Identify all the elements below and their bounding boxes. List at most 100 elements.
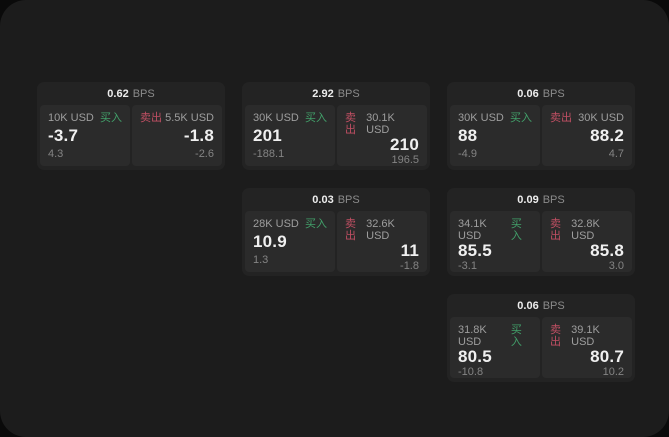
bps-unit-label: BPS (542, 193, 565, 206)
buy-panel-header: 30K USD 买入 (458, 112, 532, 124)
buy-panel[interactable]: 30K USD 买入 201 -188.1 (245, 105, 335, 166)
spread-header: 2.92 BPS (242, 82, 430, 105)
quote-panels: 31.8K USD 买入 80.5 -10.8 卖出 39.1K USD 80.… (450, 317, 632, 378)
sell-delta: 3.0 (608, 260, 624, 272)
buy-delta: 4.3 (48, 148, 64, 160)
buy-amount: 30K USD (253, 112, 299, 124)
spread-header: 0.06 BPS (447, 82, 635, 105)
buy-panel[interactable]: 34.1K USD 买入 85.5 -3.1 (450, 211, 540, 272)
sell-delta: 4.7 (608, 148, 624, 160)
quote-cards-grid: 0.62 BPS 10K USD 买入 -3.7 4.3 卖出 5.5K USD (37, 82, 635, 382)
buy-side-label: 买入 (305, 218, 327, 230)
buy-price: 88 (458, 126, 478, 145)
sell-panel[interactable]: 卖出 32.6K USD 11 -1.8 (337, 211, 427, 272)
sell-amount: 39.1K USD (571, 324, 600, 348)
buy-panel[interactable]: 10K USD 买入 -3.7 4.3 (40, 105, 130, 166)
spread-value: 2.92 (312, 87, 334, 100)
buy-panel-header: 10K USD 买入 (48, 112, 122, 124)
sell-amount: 30.1K USD (366, 112, 395, 136)
buy-panel-header: 30K USD 买入 (253, 112, 327, 124)
sell-delta: 10.2 (602, 366, 624, 378)
sell-amount: 5.5K USD (165, 112, 214, 124)
buy-side-label: 买入 (510, 324, 522, 348)
buy-side-label: 买入 (305, 112, 327, 124)
sell-amount: 32.6K USD (366, 218, 395, 242)
sell-panel[interactable]: 卖出 30.1K USD 210 196.5 (337, 105, 427, 166)
sell-price: 85.8 (590, 241, 624, 260)
buy-panel[interactable]: 28K USD 买入 10.9 1.3 (245, 211, 335, 272)
quote-panels: 10K USD 买入 -3.7 4.3 卖出 5.5K USD -1.8 -2.… (40, 105, 222, 166)
buy-side-label: 买入 (100, 112, 122, 124)
buy-delta: -188.1 (253, 148, 285, 160)
buy-amount: 31.8K USD (458, 324, 487, 348)
buy-price: 85.5 (458, 241, 492, 260)
quote-panels: 30K USD 买入 88 -4.9 卖出 30K USD 88.2 4.7 (450, 105, 632, 166)
sell-panel-header: 卖出 30K USD (550, 112, 624, 124)
sell-side-label: 卖出 (345, 112, 356, 136)
sell-side-label: 卖出 (550, 218, 561, 242)
sell-delta: 196.5 (391, 154, 419, 166)
sell-side-label: 卖出 (345, 218, 356, 242)
buy-panel-header: 28K USD 买入 (253, 218, 327, 230)
quote-panels: 28K USD 买入 10.9 1.3 卖出 32.6K USD 11 -1.8 (245, 211, 427, 272)
bps-unit-label: BPS (337, 193, 360, 206)
bps-unit-label: BPS (132, 87, 155, 100)
quote-card: 0.06 BPS 31.8K USD 买入 80.5 -10.8 卖出 39.1… (447, 294, 635, 382)
quote-card: 0.03 BPS 28K USD 买入 10.9 1.3 卖出 32.6K US… (242, 188, 430, 276)
sell-amount: 30K USD (578, 112, 624, 124)
sell-panel[interactable]: 卖出 39.1K USD 80.7 10.2 (542, 317, 632, 378)
sell-panel[interactable]: 卖出 32.8K USD 85.8 3.0 (542, 211, 632, 272)
buy-amount: 34.1K USD (458, 218, 487, 242)
quote-card: 0.06 BPS 30K USD 买入 88 -4.9 卖出 30K USD (447, 82, 635, 170)
sell-panel[interactable]: 卖出 30K USD 88.2 4.7 (542, 105, 632, 166)
sell-delta: -2.6 (195, 148, 214, 160)
quote-card: 0.09 BPS 34.1K USD 买入 85.5 -3.1 卖出 32.8K… (447, 188, 635, 276)
sell-side-label: 卖出 (140, 112, 162, 124)
spread-value: 0.06 (517, 299, 539, 312)
sell-price: 80.7 (590, 347, 624, 366)
bps-unit-label: BPS (542, 299, 565, 312)
spread-header: 0.03 BPS (242, 188, 430, 211)
buy-panel[interactable]: 30K USD 买入 88 -4.9 (450, 105, 540, 166)
sell-side-label: 卖出 (550, 112, 572, 124)
buy-amount: 30K USD (458, 112, 504, 124)
spread-header: 0.06 BPS (447, 294, 635, 317)
spread-header: 0.62 BPS (37, 82, 225, 105)
sell-panel-header: 卖出 32.8K USD (550, 218, 624, 242)
buy-side-label: 买入 (510, 218, 522, 242)
spread-header: 0.09 BPS (447, 188, 635, 211)
buy-panel[interactable]: 31.8K USD 买入 80.5 -10.8 (450, 317, 540, 378)
quote-card: 0.62 BPS 10K USD 买入 -3.7 4.3 卖出 5.5K USD (37, 82, 225, 170)
buy-price: -3.7 (48, 126, 79, 145)
buy-price: 201 (253, 126, 282, 145)
sell-price: 88.2 (590, 126, 624, 145)
sell-panel-header: 卖出 30.1K USD (345, 112, 419, 136)
sell-panel-header: 卖出 39.1K USD (550, 324, 624, 348)
sell-panel-header: 卖出 32.6K USD (345, 218, 419, 242)
sell-amount: 32.8K USD (571, 218, 600, 242)
spread-value: 0.09 (517, 193, 539, 206)
sell-price: 11 (400, 241, 419, 260)
spread-value: 0.62 (107, 87, 129, 100)
quote-card: 2.92 BPS 30K USD 买入 201 -188.1 卖出 30.1K … (242, 82, 430, 170)
bps-unit-label: BPS (542, 87, 565, 100)
quote-panels: 30K USD 买入 201 -188.1 卖出 30.1K USD 210 1… (245, 105, 427, 166)
bps-unit-label: BPS (337, 87, 360, 100)
sell-price: 210 (390, 135, 419, 154)
buy-panel-header: 31.8K USD 买入 (458, 324, 532, 348)
buy-side-label: 买入 (510, 112, 532, 124)
buy-amount: 28K USD (253, 218, 299, 230)
sell-price: -1.8 (183, 126, 214, 145)
spread-value: 0.03 (312, 193, 334, 206)
sell-panel[interactable]: 卖出 5.5K USD -1.8 -2.6 (132, 105, 222, 166)
sell-side-label: 卖出 (550, 324, 561, 348)
buy-panel-header: 34.1K USD 买入 (458, 218, 532, 242)
buy-price: 10.9 (253, 232, 287, 251)
buy-price: 80.5 (458, 347, 492, 366)
buy-amount: 10K USD (48, 112, 94, 124)
quote-panels: 34.1K USD 买入 85.5 -3.1 卖出 32.8K USD 85.8… (450, 211, 632, 272)
sell-delta: -1.8 (400, 260, 419, 272)
buy-delta: -4.9 (458, 148, 477, 160)
buy-delta: -10.8 (458, 366, 484, 378)
